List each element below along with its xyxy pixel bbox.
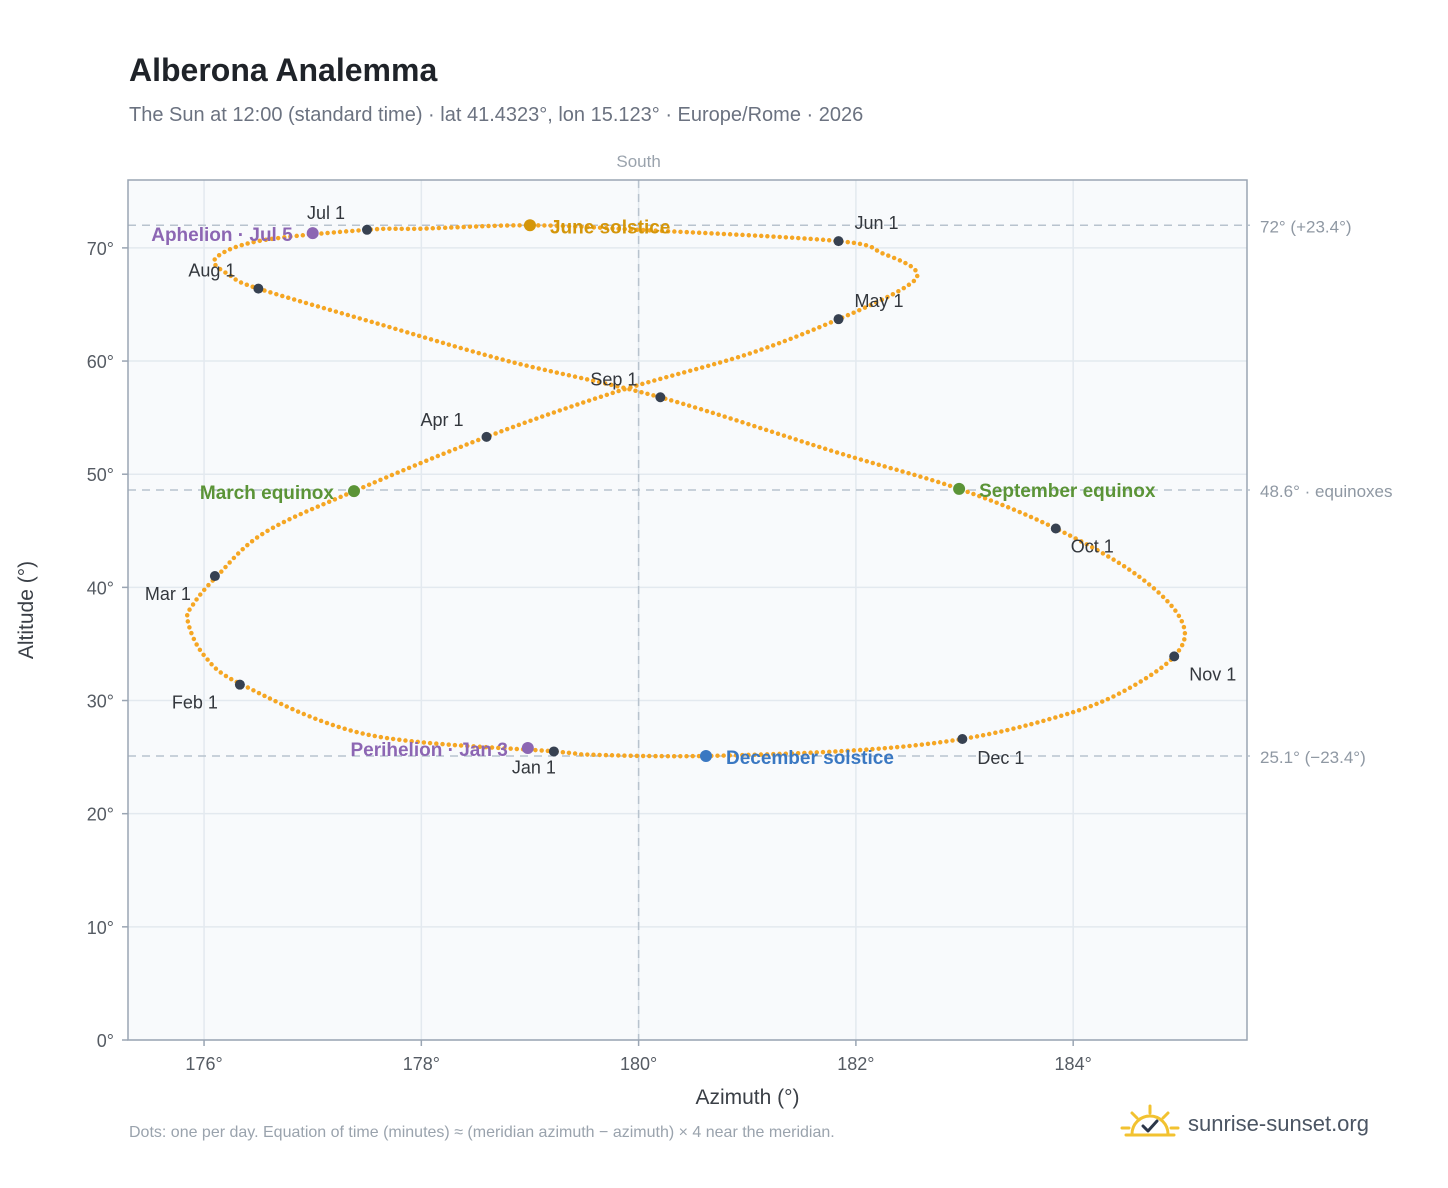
month-marker xyxy=(1050,523,1061,534)
y-tick-label: 20° xyxy=(87,805,114,825)
meridian-label: South xyxy=(616,152,660,171)
x-tick-label: 180° xyxy=(620,1054,657,1074)
month-marker xyxy=(957,734,968,744)
x-tick-label: 178° xyxy=(403,1054,440,1074)
month-marker xyxy=(1169,651,1180,662)
month-marker-label: Nov 1 xyxy=(1189,664,1236,684)
event-label: Perihelion · Jan 3 xyxy=(350,740,507,761)
month-marker-label: Aug 1 xyxy=(188,261,235,281)
event-marker xyxy=(523,219,536,232)
x-tick-label: 176° xyxy=(185,1054,222,1074)
y-tick-label: 70° xyxy=(87,239,114,259)
month-marker xyxy=(234,679,245,690)
event-label: Aphelion · Jul 5 xyxy=(151,225,293,246)
date-markers: Jan 1 Feb 1 Mar 1 Apr 1 May 1 Jun 1 Jul 1 Aug 1… xyxy=(145,203,1236,778)
month-marker xyxy=(655,392,666,403)
y-tick-label: 10° xyxy=(87,918,114,938)
month-marker xyxy=(209,571,220,582)
y-tick-label: 30° xyxy=(87,692,114,712)
event-label: March equinox xyxy=(200,483,335,504)
event-marker xyxy=(953,482,966,495)
plot-frame xyxy=(127,179,1248,1041)
event-label: September equinox xyxy=(979,481,1156,502)
month-marker xyxy=(548,746,559,757)
brand-logo[interactable]: sunrise-sunset.org xyxy=(1120,1100,1369,1148)
month-marker-label: Oct 1 xyxy=(1071,537,1114,557)
reference-lines: South 72° (+23.4°) 48.6° · equinoxes 25.1° … xyxy=(128,152,1393,1040)
brand-name: sunrise-sunset.org xyxy=(1188,1111,1369,1136)
month-marker-label: Apr 1 xyxy=(421,410,464,430)
month-marker xyxy=(833,314,844,325)
x-tick-label: 182° xyxy=(837,1054,874,1074)
month-marker-label: Jun 1 xyxy=(855,213,899,233)
y-tick-label: 60° xyxy=(87,352,114,372)
month-marker-label: Jan 1 xyxy=(512,757,556,777)
month-marker xyxy=(481,431,492,442)
event-label: June solstice xyxy=(550,217,670,238)
month-marker-label: Feb 1 xyxy=(172,693,218,713)
y-tick-label: 40° xyxy=(87,578,114,598)
event-marker xyxy=(347,485,360,498)
month-marker-label: Jul 1 xyxy=(307,203,345,223)
month-marker-label: Dec 1 xyxy=(977,748,1024,768)
reference-line-label: 72° (+23.4°) xyxy=(1260,217,1352,236)
y-tick-label: 50° xyxy=(87,465,114,485)
x-tick-label: 184° xyxy=(1055,1054,1092,1074)
month-marker-label: May 1 xyxy=(855,291,904,311)
event-marker xyxy=(699,749,712,762)
y-tick-label: 0° xyxy=(97,1031,114,1051)
axes: 176° 178° 180° 182° 184° 0° 10° 20° 30° 40° 50° 60°… xyxy=(15,239,1092,1109)
plot-area xyxy=(128,180,1247,1040)
month-marker xyxy=(833,236,844,247)
month-marker-label: Mar 1 xyxy=(145,584,191,604)
reference-line-label: 25.1° (−23.4°) xyxy=(1260,748,1366,767)
chart-subtitle: The Sun at 12:00 (standard time) · lat 4… xyxy=(129,104,864,126)
month-marker xyxy=(253,283,264,294)
sun-check-icon xyxy=(1120,1104,1180,1137)
chart-title: Alberona Analemma xyxy=(129,52,438,88)
analemma-dotted-path xyxy=(184,223,1188,759)
event-label: December solstice xyxy=(726,748,894,769)
event-marker xyxy=(521,742,534,755)
y-axis-label: Altitude (°) xyxy=(15,561,38,659)
event-marker xyxy=(306,227,319,240)
footnote: Dots: one per day. Equation of time (min… xyxy=(129,1124,835,1141)
x-axis-label: Azimuth (°) xyxy=(695,1086,799,1109)
month-marker-label: Sep 1 xyxy=(590,369,637,389)
month-marker xyxy=(362,224,373,235)
reference-line-label: 48.6° · equinoxes xyxy=(1260,482,1393,501)
daily-sun-path xyxy=(184,223,1188,759)
